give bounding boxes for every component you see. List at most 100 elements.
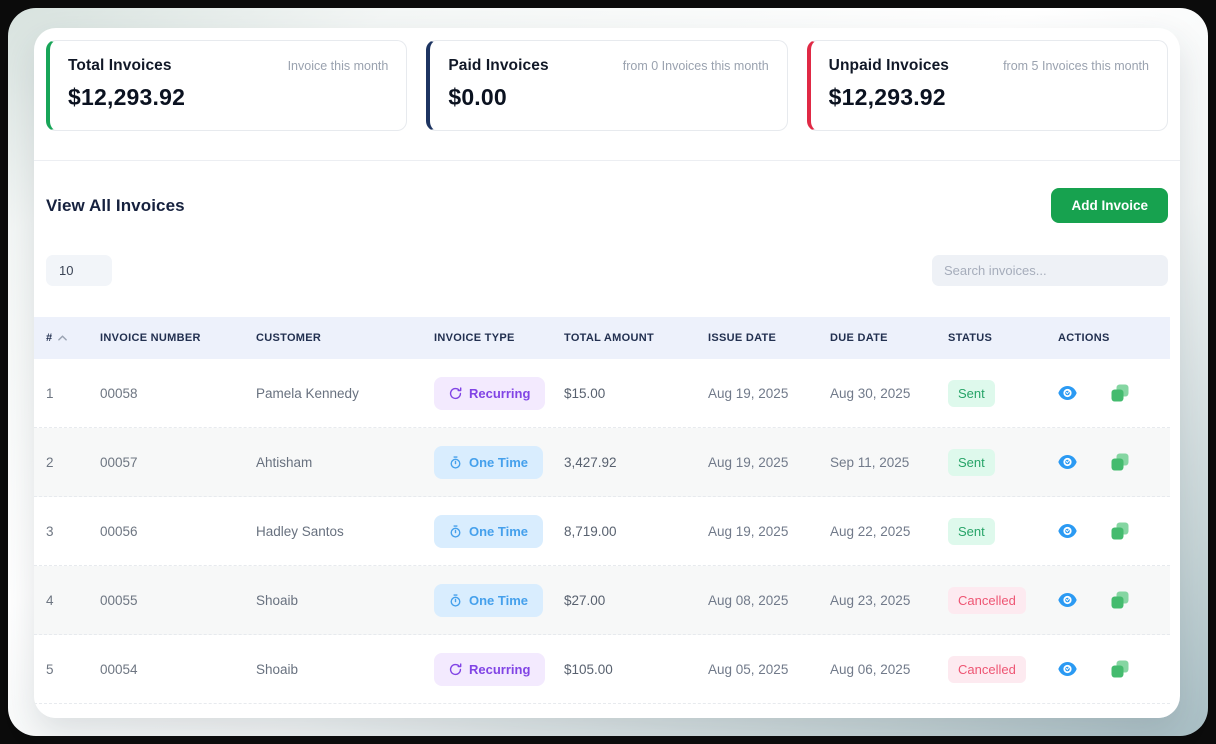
header-cell-total-amount[interactable]: TOTAL AMOUNT [564,332,654,344]
customer-cell: Ahtisham [256,454,313,470]
eye-icon [1058,662,1077,676]
duplicate-invoice-button[interactable] [1111,384,1129,402]
invoice-type-badge: One Time [434,445,544,479]
invoices-table: # INVOICE NUMBER CUSTOMER INVOICE TYPE T… [34,317,1170,718]
issue-date-cell: Aug 19, 2025 [708,454,789,470]
page-title: View All Invoices [46,195,185,215]
customer-cell: Shoaib [256,661,299,677]
table-header-row: # INVOICE NUMBER CUSTOMER INVOICE TYPE T… [34,317,1170,359]
invoice-type-label: One Time [469,523,529,539]
customer-cell: Pamela Kennedy [256,385,359,401]
customer-cell: Hadley Santos [256,523,344,539]
invoice-type-label: One Time [469,454,529,470]
invoice-number-cell: 00054 [100,661,138,677]
view-invoice-button[interactable] [1058,593,1077,607]
view-invoice-button[interactable] [1058,662,1077,676]
table-row: 1 00058 Pamela Kennedy Recurring $15.00 … [34,359,1170,428]
invoice-number-cell: 00056 [100,523,138,539]
page-size-select[interactable]: 10 [46,255,112,286]
view-invoice-button[interactable] [1058,386,1077,400]
invoice-number-cell: 00057 [100,454,138,470]
invoices-panel: Total Invoices Invoice this month $12,29… [34,28,1180,718]
header-cell-status[interactable]: STATUS [948,332,993,344]
eye-icon [1058,455,1077,469]
recurring-icon [449,386,462,399]
recurring-icon [449,662,462,675]
duplicate-invoice-button[interactable] [1111,453,1129,471]
issue-date-cell: Aug 05, 2025 [708,661,789,677]
total-amount-cell: $105.00 [564,661,613,677]
total-invoices-card: Total Invoices Invoice this month $12,29… [46,40,408,131]
row-number-cell: 2 [46,454,54,470]
header-cell-issue-date[interactable]: ISSUE DATE [708,332,777,344]
due-date-cell: Aug 30, 2025 [830,385,911,401]
total-amount-cell: 8,719.00 [564,523,617,539]
view-invoice-button[interactable] [1058,524,1077,538]
one-time-icon [450,455,461,469]
due-date-cell: Sep 11, 2025 [830,454,910,470]
copy-icon [1111,591,1129,609]
eye-icon [1058,593,1077,607]
duplicate-invoice-button[interactable] [1111,591,1129,609]
issue-date-cell: Aug 19, 2025 [708,523,789,539]
invoice-type-label: Recurring [469,661,531,677]
header-cell-customer[interactable]: CUSTOMER [256,332,322,344]
row-number-cell: 3 [46,523,54,539]
one-time-icon [450,524,461,538]
card-value: $12,293.92 [828,84,946,110]
add-invoice-button[interactable]: Add Invoice [1051,188,1168,223]
page-background: Total Invoices Invoice this month $12,29… [8,8,1208,736]
paid-invoices-card: Paid Invoices from 0 Invoices this month… [426,40,788,131]
header-cell-number[interactable]: # [34,332,88,344]
invoice-number-cell: 00058 [100,385,138,401]
copy-icon [1111,453,1129,471]
row-number-cell: 4 [46,592,54,608]
issue-date-cell: Aug 19, 2025 [708,385,789,401]
customer-cell: Shoaib [256,592,299,608]
card-title: Paid Invoices [448,57,549,74]
sort-ascending-icon [58,335,68,341]
total-amount-cell: $27.00 [564,592,606,608]
status-badge: Sent [948,517,995,545]
status-badge: Cancelled [948,655,1026,683]
summary-cards: Total Invoices Invoice this month $12,29… [46,40,1168,131]
card-subtitle: from 0 Invoices this month [622,59,769,73]
status-badge: Sent [948,379,995,407]
view-invoice-button[interactable] [1058,455,1077,469]
card-subtitle: from 5 Invoices this month [1003,59,1149,73]
search-input[interactable] [932,255,1168,286]
header-cell-actions: ACTIONS [1058,332,1110,344]
issue-date-cell: Aug 08, 2025 [708,592,789,608]
invoice-type-badge: One Time [434,583,544,617]
invoice-type-badge: Recurring [434,376,546,410]
status-badge: Cancelled [948,586,1026,614]
status-badge: Sent [948,448,995,476]
table-row-partial [34,704,1170,718]
duplicate-invoice-button[interactable] [1111,660,1129,678]
copy-icon [1111,660,1129,678]
eye-icon [1058,386,1077,400]
header-cell-due-date[interactable]: DUE DATE [830,332,888,344]
card-title: Total Invoices [68,57,172,74]
due-date-cell: Aug 22, 2025 [830,523,911,539]
invoice-number-cell: 00055 [100,592,138,608]
one-time-icon [450,593,461,607]
invoice-type-label: One Time [469,592,529,608]
table-row: 4 00055 Shoaib One Time $27.00 Aug 08, 2… [34,566,1170,635]
duplicate-invoice-button[interactable] [1111,522,1129,540]
copy-icon [1111,384,1129,402]
invoice-type-badge: Recurring [434,652,546,686]
header-cell-invoice-number[interactable]: INVOICE NUMBER [100,332,201,344]
total-amount-cell: 3,427.92 [564,454,617,470]
section-divider [34,160,1180,161]
card-title: Unpaid Invoices [828,57,950,74]
card-value: $0.00 [448,84,507,110]
invoice-type-badge: One Time [434,514,544,548]
row-number-cell: 5 [46,661,54,677]
row-number-cell: 1 [46,385,54,401]
copy-icon [1111,522,1129,540]
total-amount-cell: $15.00 [564,385,606,401]
invoice-type-label: Recurring [469,385,531,401]
unpaid-invoices-card: Unpaid Invoices from 5 Invoices this mon… [806,40,1168,131]
header-cell-invoice-type[interactable]: INVOICE TYPE [434,332,515,344]
